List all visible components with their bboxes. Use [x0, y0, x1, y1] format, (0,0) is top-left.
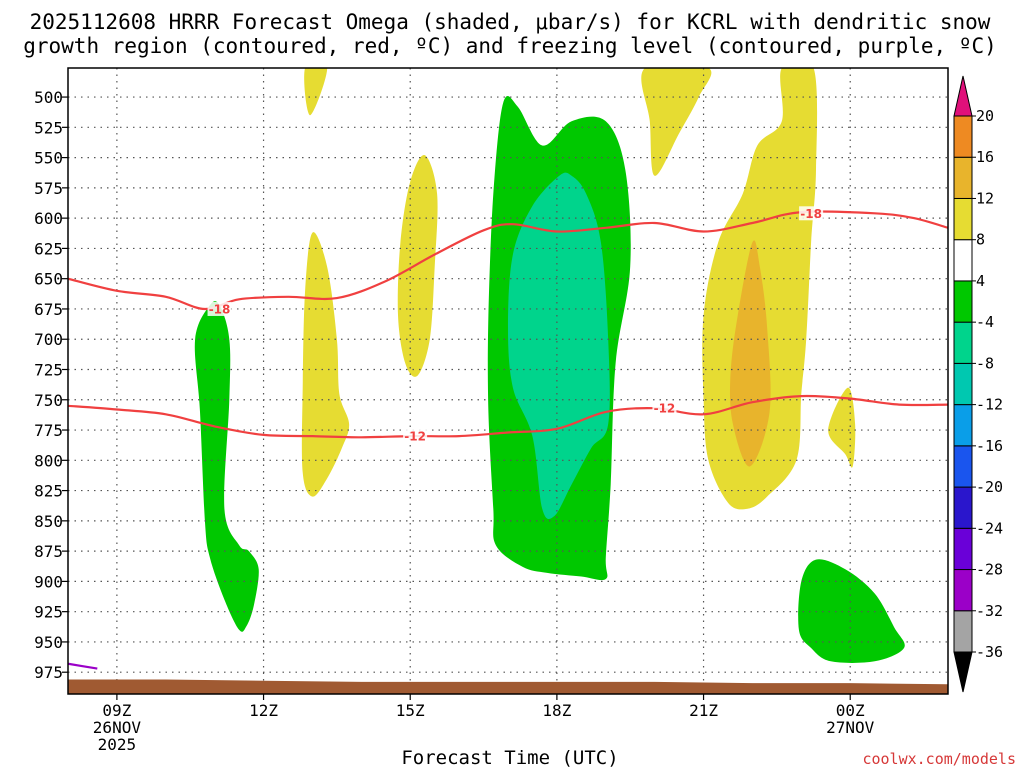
y-tick-label-550: 550	[34, 149, 63, 168]
colorbar: -36 -32 -28 -24 -20 -16 -12 -8 -4 4 8 12 16 20	[953, 75, 1003, 693]
x-tick-label-18Z-0: 18Z	[542, 701, 571, 720]
x-tick-label-00Z-1: 27NOV	[826, 718, 875, 737]
chart-title-line-1: 2025112608 HRRR Forecast Omega (shaded, …	[30, 10, 991, 34]
y-tick-label-775: 775	[34, 421, 63, 440]
colorbar-label--24: -24	[976, 519, 1003, 537]
colorbar-under-triangle	[953, 651, 973, 693]
terrain-fill	[68, 679, 948, 694]
y-tick-label-850: 850	[34, 512, 63, 531]
x-tick-label-09Z-1: 26NOV	[93, 718, 142, 737]
minus-18-contour-label-bg-1	[799, 206, 824, 221]
colorbar-label--16: -16	[976, 437, 1003, 455]
colorbar-over-triangle	[953, 75, 973, 117]
colorbar-box--32	[953, 569, 973, 612]
y-tick-label-650: 650	[34, 270, 63, 289]
minus-12-contour-label-1: -12	[654, 402, 676, 416]
colorbar-box--24	[953, 486, 973, 529]
y-tick-label-900: 900	[34, 572, 63, 591]
minus-18-contour-label-bg-0	[207, 301, 232, 316]
plot-layers: -18 -18 -12 -12	[68, 68, 948, 694]
yellow-blob-20z-top	[641, 68, 712, 176]
yellow-blob-15z	[397, 155, 438, 377]
minus-12-contour-label-bg-0	[403, 429, 428, 444]
minus-18-contour-label-1: -18	[800, 207, 822, 221]
y-tick-label-725: 725	[34, 360, 63, 379]
y-tick-label-500: 500	[34, 88, 63, 107]
colorbar-box--4	[953, 280, 973, 323]
y-tick-label-950: 950	[34, 633, 63, 652]
y-tick-label-925: 925	[34, 603, 63, 622]
chart-title-line-2: growth region (contoured, red, ºC) and f…	[23, 34, 997, 58]
minus-18-contour-label-0: -18	[209, 302, 231, 316]
colorbar-box--16	[953, 404, 973, 447]
orange-blob-22z	[729, 240, 771, 467]
y-tick-label-750: 750	[34, 391, 63, 410]
minus-12-contour-label-0: -12	[404, 430, 426, 444]
plot-area: -18 -18 -12 -12	[68, 68, 948, 694]
colorbar-box-16	[953, 115, 973, 158]
colorbar-label--12: -12	[976, 396, 1003, 414]
colorbar-box--8	[953, 321, 973, 364]
minus-12-contour	[68, 394, 948, 439]
colorbar-label--32: -32	[976, 602, 1003, 620]
y-tick-label-875: 875	[34, 542, 63, 561]
colorbar-label--28: -28	[976, 561, 1003, 579]
green-blob-10z	[194, 301, 259, 632]
green-blob-24z	[798, 559, 905, 663]
y-tick-label-825: 825	[34, 482, 63, 501]
colorbar-box-8	[953, 197, 973, 241]
y-tick-label-975: 975	[34, 663, 63, 682]
minus-12-contour-label-bg-1	[652, 401, 677, 416]
colorbar-label--4: -4	[976, 313, 994, 331]
y-tick-label-600: 600	[34, 209, 63, 228]
x-tick-label-21Z-0: 21Z	[689, 701, 718, 720]
y-tick-label-800: 800	[34, 451, 63, 470]
colorbar-label-20: 20	[976, 107, 994, 125]
yellow-blob-13z	[301, 232, 350, 497]
colorbar-label--20: -20	[976, 478, 1003, 496]
yellow-blob-24z	[828, 387, 856, 468]
freezing-level-contour	[68, 662, 98, 670]
y-tick-label-675: 675	[34, 300, 63, 319]
colorbar-label-16: 16	[976, 148, 994, 166]
colorbar-box--28	[953, 527, 973, 571]
colorbar-box-12	[953, 156, 973, 199]
plot-frame	[67, 67, 949, 695]
x-tick-label-00Z-0: 00Z	[836, 701, 865, 720]
colorbar-label--36: -36	[976, 643, 1003, 661]
x-tick-label-15Z-0: 15Z	[396, 701, 425, 720]
colorbar-box--20	[953, 445, 973, 488]
y-tick-label-575: 575	[34, 179, 63, 198]
x-tick-label-09Z-2: 2025	[98, 735, 137, 754]
y-tick-label-525: 525	[34, 118, 63, 137]
y-tick-label-625: 625	[34, 239, 63, 258]
colorbar-label-12: 12	[976, 189, 994, 207]
colorbar-box-4	[953, 239, 973, 282]
colorbar-box--12	[953, 362, 973, 406]
axes: 500 525 550 575 600 625 650 675 700 725 750 775 800 8…	[34, 67, 949, 754]
credit-text: coolwx.com/models	[862, 750, 1016, 768]
colorbar-label--8: -8	[976, 354, 994, 372]
colorbar-box--36	[953, 610, 973, 653]
y-tick-label-700: 700	[34, 330, 63, 349]
colorbar-label-8: 8	[976, 231, 985, 249]
x-axis-label: Forecast Time (UTC)	[401, 747, 618, 768]
x-tick-label-12Z-0: 12Z	[249, 701, 278, 720]
yellow-blob-13z-top	[304, 68, 328, 116]
colorbar-label-4: 4	[976, 272, 985, 290]
x-tick-label-09Z-0: 09Z	[102, 701, 131, 720]
